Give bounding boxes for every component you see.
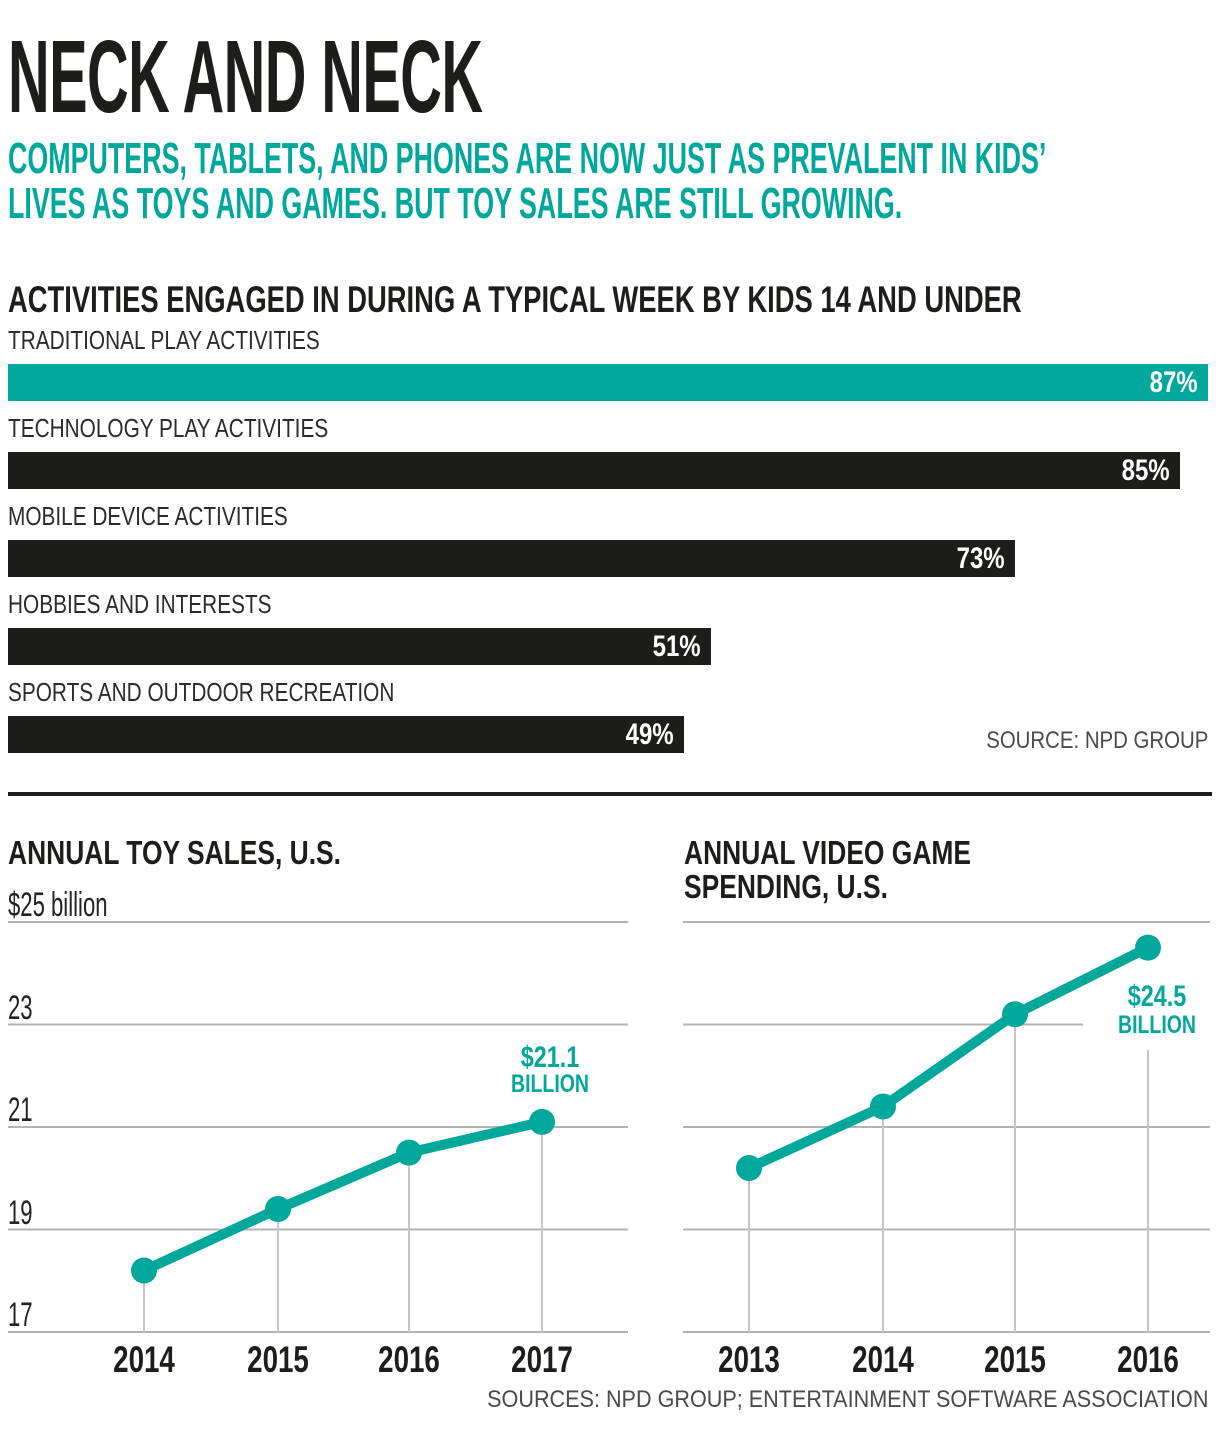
callout-label: $24.5 — [1128, 979, 1187, 1012]
data-point — [529, 1108, 555, 1135]
series-line — [744, 942, 1153, 1173]
data-point — [870, 1093, 896, 1120]
bar-value: 49% — [8, 716, 684, 753]
x-axis-label: 2014 — [852, 1338, 914, 1380]
video-game-chart-title-line1: ANNUAL VIDEO GAME — [684, 834, 971, 871]
page-subtitle: COMPUTERS, TABLETS, AND PHONES ARE NOW J… — [8, 136, 1220, 226]
bar-category-label-text: MOBILE DEVICE ACTIVITIES — [8, 501, 288, 531]
x-axis-label: 2017 — [511, 1338, 573, 1380]
x-axis-label: 2015 — [247, 1338, 309, 1380]
data-point — [1135, 934, 1161, 961]
callout-label: $21.1 — [521, 1040, 580, 1073]
bar-category-label: TECHNOLOGY PLAY ACTIVITIES — [8, 415, 408, 441]
sources-footer: SOURCES: NPD GROUP; ENTERTAINMENT SOFTWA… — [486, 1386, 1208, 1413]
bar-category-label: TRADITIONAL PLAY ACTIVITIES — [8, 327, 398, 353]
x-axis-label: 2015 — [984, 1338, 1046, 1380]
y-axis-label-text: 19 — [8, 1193, 33, 1232]
y-axis-label-text: 17 — [8, 1296, 33, 1334]
data-point — [736, 1155, 762, 1181]
callout-label: BILLION — [511, 1070, 589, 1098]
data-point — [131, 1257, 157, 1284]
y-axis-label-text: 21 — [8, 1091, 33, 1129]
toy-sales-chart-title: ANNUAL TOY SALES, U.S. — [8, 834, 341, 871]
bar-highlight: 87% — [8, 364, 1208, 401]
bar-category-label-text: TRADITIONAL PLAY ACTIVITIES — [8, 325, 320, 355]
callout-label: BILLION — [1118, 1011, 1196, 1039]
video-game-chart-title-line2: SPENDING, U.S. — [684, 868, 888, 905]
bar-chart-source: SOURCE: NPD GROUP — [985, 727, 1208, 754]
bar-value-label: 73% — [956, 542, 1005, 575]
bar-value: 85% — [8, 452, 1181, 489]
bar-category-label: HOBBIES AND INTERESTS — [8, 591, 337, 617]
bar-category-label: SPORTS AND OUTDOOR RECREATION — [8, 679, 491, 705]
page-subtitle-line1: COMPUTERS, TABLETS, AND PHONES ARE NOW J… — [8, 134, 1047, 183]
bar-value-label: 51% — [653, 630, 702, 663]
x-axis-label: 2014 — [113, 1338, 175, 1380]
x-axis-label: 2013 — [718, 1338, 780, 1380]
y-axis-label: 19 — [8, 1194, 46, 1232]
y-axis-label: 23 — [8, 989, 46, 1027]
y-axis-label: $25 billion — [8, 886, 161, 924]
section-divider — [8, 792, 1212, 796]
data-point — [1002, 1001, 1028, 1028]
data-point — [396, 1139, 422, 1166]
bar-category-label-text: TECHNOLOGY PLAY ACTIVITIES — [8, 413, 329, 443]
x-axis-label: 2016 — [1117, 1338, 1179, 1380]
y-axis-label-text: $25 billion — [8, 886, 108, 924]
bar-value: 73% — [8, 540, 1015, 577]
y-axis-label: 17 — [8, 1296, 46, 1334]
bar-value-label: 85% — [1121, 454, 1171, 487]
video-game-chart-title: ANNUAL VIDEO GAME SPENDING, U.S. — [684, 836, 1043, 904]
activities-bar-chart: TRADITIONAL PLAY ACTIVITIES 87% TECHNOLOGY… — [8, 320, 1208, 765]
y-axis-label: 21 — [8, 1091, 46, 1129]
data-point — [265, 1196, 291, 1222]
x-axis-label: 2016 — [378, 1338, 440, 1380]
bar-value-label: 49% — [625, 718, 674, 751]
page-subtitle-line2: LIVES AS TOYS AND GAMES. BUT TOY SALES A… — [8, 179, 903, 228]
series-line — [139, 1116, 547, 1276]
page-title: NECK AND NECK — [8, 25, 855, 128]
bar-category-label-text: SPORTS AND OUTDOOR RECREATION — [8, 677, 395, 707]
bar-value-label: 87% — [1149, 366, 1198, 399]
y-axis-label-text: 23 — [8, 988, 33, 1027]
bar-section-heading: ACTIVITIES ENGAGED IN DURING A TYPICAL W… — [8, 279, 1022, 320]
bar-category-label: MOBILE DEVICE ACTIVITIES — [8, 503, 358, 529]
bar-category-label-text: HOBBIES AND INTERESTS — [8, 589, 272, 619]
bar-value: 51% — [8, 628, 712, 665]
page-title-text: NECK AND NECK — [8, 19, 483, 134]
